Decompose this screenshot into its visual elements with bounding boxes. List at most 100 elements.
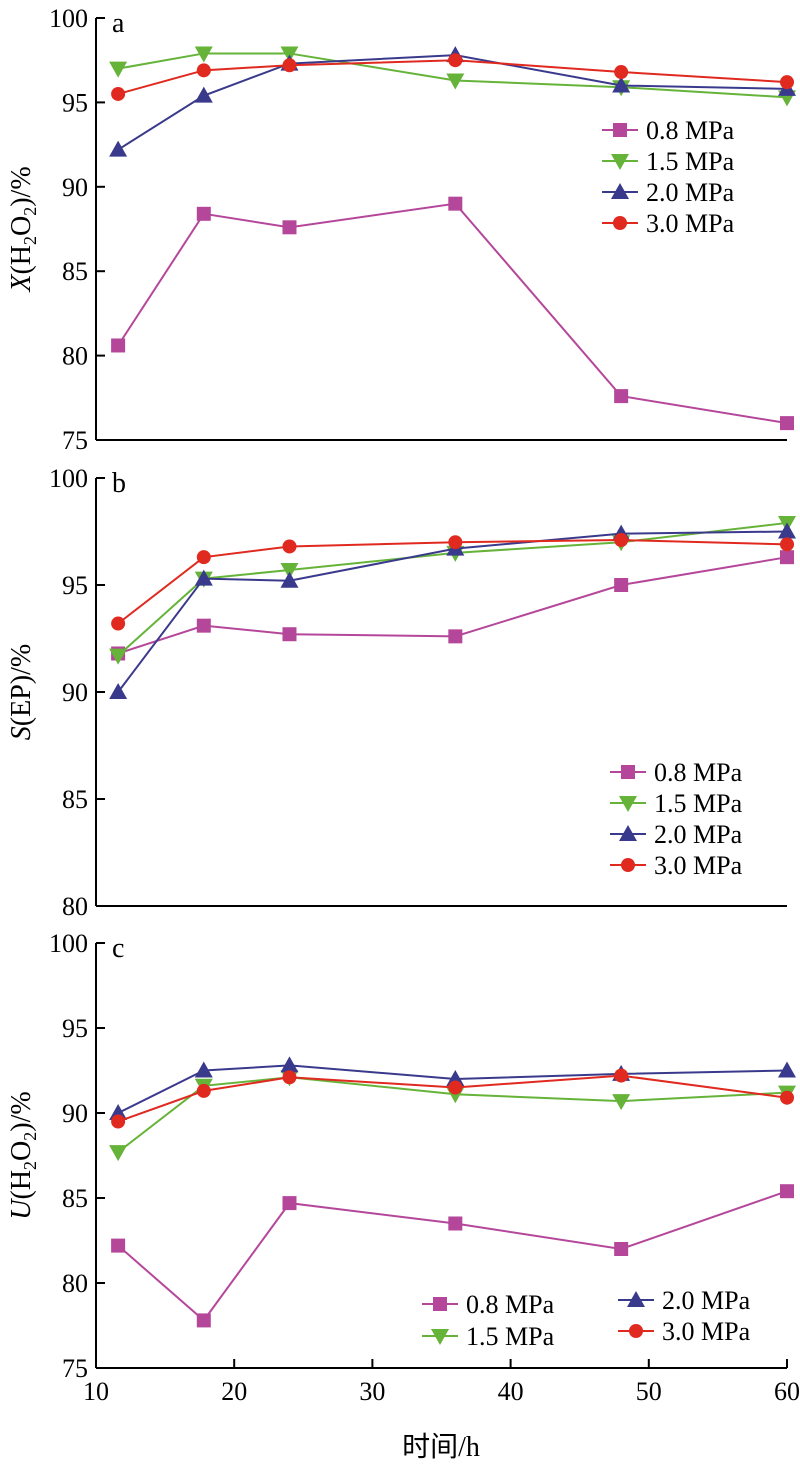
legend-label: 2.0 MPa <box>646 178 735 207</box>
data-point <box>280 571 299 588</box>
data-point <box>614 389 629 404</box>
y-tick-label: 95 <box>62 88 88 117</box>
data-point <box>446 1070 465 1086</box>
data-point <box>612 1094 631 1111</box>
data-point <box>778 1061 796 1078</box>
legend-label: 1.5 MPa <box>654 789 743 818</box>
legend-label: 3.0 MPa <box>654 851 743 880</box>
y-tick-label: 90 <box>62 173 88 202</box>
data-point <box>614 578 629 592</box>
y-tick-label: 100 <box>49 464 88 493</box>
data-point <box>612 76 631 93</box>
legend-marker <box>621 858 635 872</box>
y-axis-label-text: O <box>6 1141 37 1161</box>
y-axis-label-text: )/% <box>6 166 37 206</box>
data-point <box>194 46 213 63</box>
x-tick-label: 20 <box>221 1377 247 1406</box>
legend-label: 0.8 MPa <box>466 1290 555 1319</box>
data-point <box>780 416 794 431</box>
data-point <box>448 1080 463 1095</box>
legend-marker <box>627 1291 645 1307</box>
x-tick-label: 40 <box>498 1377 524 1406</box>
legend-label: 0.8 MPa <box>646 116 735 145</box>
y-tick-label: 75 <box>62 426 88 455</box>
y-tick-label: 80 <box>62 342 88 371</box>
data-point <box>109 1104 128 1120</box>
x-tick-label: 30 <box>359 1377 385 1406</box>
y-tick-label: 90 <box>62 678 88 707</box>
x-axis-label: 时间/h <box>402 1431 480 1463</box>
legend-item: 0.8 MPa <box>610 758 743 787</box>
panel-letter: a <box>112 8 125 39</box>
y-axis-label: S(EP)/% <box>6 644 37 740</box>
data-point <box>614 65 629 80</box>
legend-label: 2.0 MPa <box>662 1286 751 1315</box>
y-axis-label-text: )/% <box>6 1091 37 1131</box>
data-point <box>280 563 299 580</box>
data-point <box>194 569 213 586</box>
y-axis-label-subscript: 2 <box>20 1132 40 1141</box>
legend-label: 1.5 MPa <box>646 147 735 176</box>
series-2_0-MPa <box>109 522 796 699</box>
data-point <box>196 550 211 565</box>
legend-label: 2.0 MPa <box>654 820 743 849</box>
y-tick-label: 95 <box>62 571 88 600</box>
y-axis-label: U(H2O2)/% <box>6 1091 40 1219</box>
legend-item: 0.8 MPa <box>602 116 735 145</box>
legend-label: 1.5 MPa <box>466 1322 555 1351</box>
series-line <box>117 539 788 625</box>
data-point <box>109 140 128 157</box>
y-tick-label: 100 <box>49 929 88 958</box>
data-point <box>196 1083 211 1098</box>
data-point <box>109 1145 128 1162</box>
legend-item: 2.0 MPa <box>610 820 743 849</box>
series-line <box>117 530 788 693</box>
data-point <box>109 61 128 78</box>
y-axis-label-variable: U <box>6 1198 37 1220</box>
data-point <box>109 648 128 665</box>
series-line <box>117 1064 788 1114</box>
y-tick-label: 75 <box>62 1354 88 1383</box>
data-point <box>448 1216 463 1231</box>
data-point <box>778 522 796 539</box>
x-tick-label: 10 <box>83 1377 109 1406</box>
y-tick-label: 85 <box>62 785 88 814</box>
data-point <box>194 1061 213 1078</box>
data-point <box>448 629 463 644</box>
data-point <box>614 533 629 548</box>
legend-marker <box>611 183 629 199</box>
legend-label: 3.0 MPa <box>662 1317 751 1346</box>
x-tick-label: 60 <box>774 1377 800 1406</box>
legend-marker <box>613 216 627 230</box>
data-point <box>111 1238 126 1253</box>
series-0_8-MPa <box>111 1184 794 1328</box>
data-point <box>282 1196 297 1211</box>
data-point <box>194 86 213 103</box>
y-tick-label: 80 <box>62 892 88 921</box>
data-point <box>614 1068 629 1083</box>
data-point <box>780 1184 794 1199</box>
legend-item: 2.0 MPa <box>602 178 735 207</box>
x-tick-label: 50 <box>636 1377 662 1406</box>
data-point <box>780 537 794 552</box>
data-point <box>282 220 297 235</box>
y-axis-label-text: O <box>6 216 37 236</box>
legend-marker <box>619 825 637 841</box>
y-axis-label: X(H2O2)/% <box>6 166 40 292</box>
series-3_0-MPa <box>111 533 794 631</box>
data-point <box>780 75 794 90</box>
data-point <box>196 63 211 78</box>
legend-item: 3.0 MPa <box>618 1317 751 1346</box>
legend-marker <box>613 123 627 137</box>
y-axis-label-text: (H <box>6 1170 37 1200</box>
data-point <box>196 618 211 633</box>
y-axis-label-variable: S <box>6 726 37 740</box>
legend-marker <box>619 796 637 812</box>
data-point <box>282 58 297 73</box>
data-point <box>780 1090 794 1105</box>
y-tick-label: 95 <box>62 1014 88 1043</box>
